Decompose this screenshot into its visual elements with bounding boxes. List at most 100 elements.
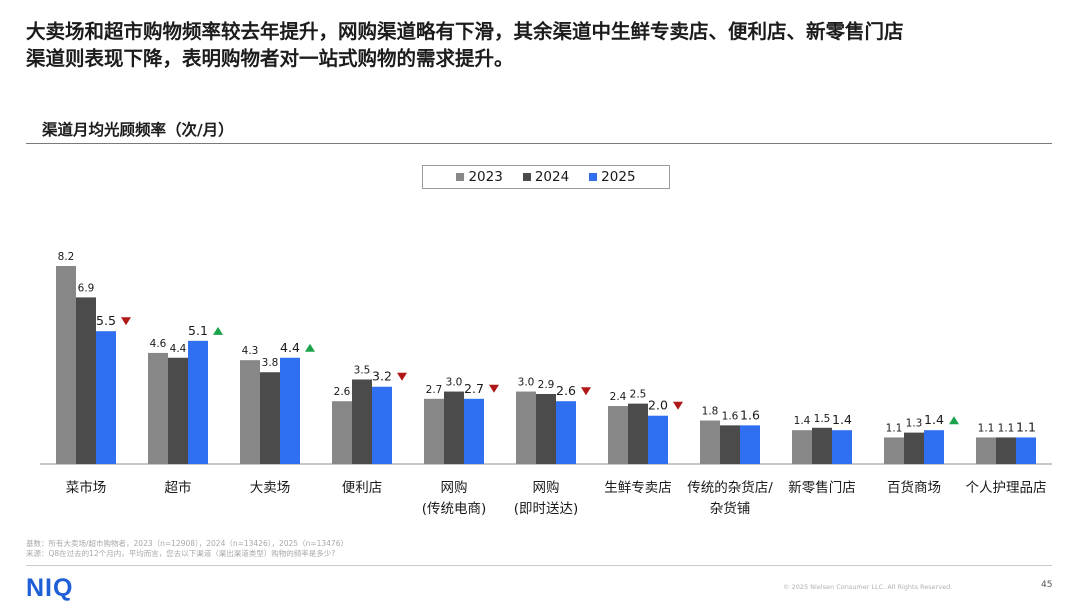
bar-2024-1	[168, 357, 188, 464]
trend-down-icon-3	[397, 372, 407, 381]
bar-2024-9	[904, 432, 924, 464]
legend-swatch-2024	[522, 173, 531, 181]
legend-swatch-2025	[589, 173, 598, 181]
data-label-2023-2: 4.3	[242, 345, 259, 357]
bar-2025-4	[464, 398, 484, 464]
bar-2025-3	[372, 386, 392, 464]
chart-legend: 2023 2024 2025	[422, 165, 670, 189]
niq-logo: NIQ	[26, 574, 74, 602]
data-label-2025-4: 2.7	[464, 381, 484, 396]
data-label-2024-0: 6.9	[78, 282, 95, 294]
category-label-2-0: 大卖场	[250, 480, 291, 496]
data-label-2023-7: 1.8	[702, 406, 719, 418]
data-label-2025-8: 1.4	[832, 412, 852, 427]
bar-2025-0	[96, 331, 116, 464]
data-label-2024-3: 3.5	[354, 364, 371, 376]
bar-2024-3	[352, 379, 372, 464]
bar-2023-3	[332, 401, 352, 464]
data-label-2023-0: 8.2	[58, 251, 75, 263]
bar-2025-8	[832, 430, 852, 464]
bar-2024-8	[812, 427, 832, 464]
category-label-3-0: 便利店	[342, 480, 383, 496]
legend-item-2025: 2025	[589, 169, 636, 185]
data-label-2023-6: 2.4	[610, 391, 627, 403]
data-label-2024-1: 4.4	[170, 343, 187, 355]
bar-2024-5	[536, 393, 556, 464]
data-label-2025-2: 4.4	[280, 340, 300, 355]
legend-label-2023: 2023	[468, 169, 503, 185]
category-label-5-0: 网购	[533, 480, 560, 496]
data-label-2024-10: 1.1	[998, 422, 1015, 434]
bar-2023-7	[700, 420, 720, 464]
category-label-4-1: (传统电商)	[422, 501, 487, 517]
data-label-2024-5: 2.9	[538, 379, 555, 391]
data-label-2025-10: 1.1	[1016, 419, 1036, 434]
bar-2023-2	[240, 360, 260, 464]
category-label-5-1: (即时送达)	[514, 501, 579, 517]
bar-2025-10	[1016, 437, 1036, 464]
legend-item-2024: 2024	[522, 169, 570, 185]
bar-2024-7	[720, 425, 740, 464]
data-label-2023-1: 4.6	[150, 338, 167, 350]
legend-swatch-2023	[456, 173, 465, 181]
data-label-2023-4: 2.7	[426, 384, 443, 396]
bar-2023-0	[56, 266, 76, 464]
data-label-2025-9: 1.4	[924, 412, 944, 427]
bar-2023-10	[976, 437, 996, 464]
category-label-6-0: 生鲜专卖店	[604, 480, 672, 496]
data-label-2023-8: 1.4	[794, 415, 811, 427]
data-label-2024-9: 1.3	[906, 418, 923, 430]
legend-label-2024: 2024	[534, 169, 570, 185]
trend-down-icon-0	[121, 317, 131, 326]
trend-up-icon-9	[949, 416, 959, 425]
bar-2023-1	[148, 352, 168, 464]
data-label-2025-1: 5.1	[188, 323, 208, 338]
footnote-base: 基数：所有大卖场/超市购物者，2023（n=12908），2024（n=1342…	[26, 539, 348, 548]
data-label-2024-6: 2.5	[630, 389, 647, 401]
data-label-2024-2: 3.8	[262, 357, 279, 369]
data-label-2025-0: 5.5	[96, 313, 116, 328]
trend-down-icon-6	[673, 401, 683, 410]
headline: 大卖场和超市购物频率较去年提升，网购渠道略有下滑，其余渠道中生鲜专卖店、便利店、…	[26, 18, 1056, 72]
bar-2024-4	[444, 391, 464, 464]
data-label-2024-8: 1.5	[814, 413, 831, 425]
data-label-2024-7: 1.6	[722, 410, 739, 422]
bar-2024-6	[628, 403, 648, 464]
data-label-2023-10: 1.1	[978, 422, 995, 434]
trend-down-icon-4	[489, 384, 499, 393]
trend-up-icon-1	[213, 326, 223, 335]
category-label-8-0: 新零售门店	[788, 480, 856, 496]
bar-2023-4	[424, 398, 444, 464]
bar-2024-0	[76, 297, 96, 464]
data-label-2025-6: 2.0	[648, 398, 668, 413]
footer-divider	[26, 565, 1052, 566]
data-label-2025-3: 3.2	[372, 369, 392, 384]
data-label-2023-5: 3.0	[518, 377, 535, 389]
trend-down-icon-5	[581, 387, 591, 396]
bar-2025-5	[556, 401, 576, 464]
category-label-7-0: 传统的杂货店/	[687, 479, 773, 496]
category-label-9-0: 百货商场	[887, 479, 941, 496]
data-label-2025-5: 2.6	[556, 383, 576, 398]
bar-2023-9	[884, 437, 904, 464]
bar-2024-10	[996, 437, 1016, 464]
copyright: © 2025 Nielsen Consumer LLC. All Rights …	[783, 583, 953, 591]
category-label-4-0: 网购	[441, 480, 468, 496]
bar-2023-8	[792, 430, 812, 464]
bar-2025-1	[188, 340, 208, 464]
bar-2024-2	[260, 372, 280, 464]
trend-up-icon-2	[305, 343, 315, 352]
legend-item-2023: 2023	[456, 169, 503, 185]
category-label-0-0: 菜市场	[66, 479, 107, 496]
bar-2025-2	[280, 357, 300, 464]
category-label-1-0: 超市	[165, 479, 192, 496]
headline-line-1: 大卖场和超市购物频率较去年提升，网购渠道略有下滑，其余渠道中生鲜专卖店、便利店、…	[26, 20, 904, 43]
category-label-10-0: 个人护理品店	[966, 480, 1047, 496]
bar-2023-6	[608, 406, 628, 464]
legend-label-2025: 2025	[601, 169, 636, 185]
data-label-2025-7: 1.6	[740, 407, 760, 422]
headline-line-2: 渠道则表现下降，表明购物者对一站式购物的需求提升。	[26, 47, 514, 70]
bar-2025-9	[924, 430, 944, 464]
page-number: 45	[1041, 580, 1053, 590]
